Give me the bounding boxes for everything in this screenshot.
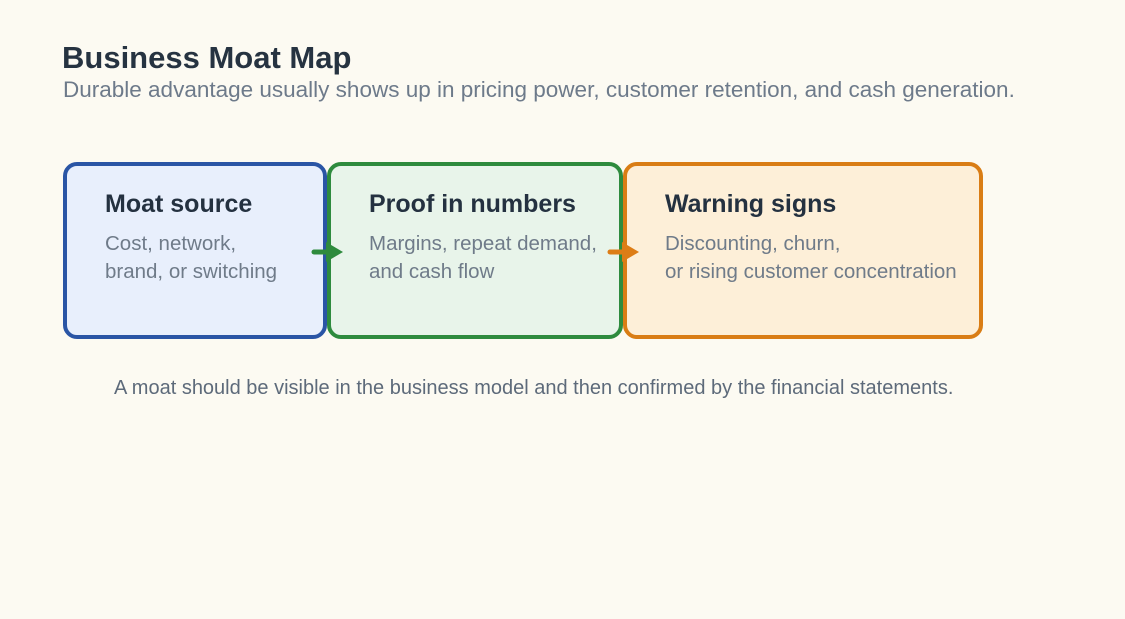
card-moat-source: Moat source Cost, network, brand, or swi… [63, 162, 327, 339]
card-proof-in-numbers-body: Margins, repeat demand, and cash flow [369, 232, 597, 283]
page-subtitle: Durable advantage usually shows up in pr… [63, 77, 1015, 102]
arrow-right-icon [607, 242, 639, 262]
card-warning-signs-title: Warning signs [665, 190, 837, 218]
card-moat-source-body: Cost, network, brand, or switching [105, 232, 278, 283]
page-title: Business Moat Map [62, 40, 352, 75]
footer-note: A moat should be visible in the business… [114, 377, 954, 399]
card-proof-in-numbers-title: Proof in numbers [369, 190, 576, 218]
arrow-right-icon [311, 242, 343, 262]
card-warning-signs-body: Discounting, churn, or rising customer c… [665, 232, 957, 283]
card-warning-signs: Warning signs Discounting, churn, or ris… [623, 162, 983, 339]
card-proof-in-numbers: Proof in numbers Margins, repeat demand,… [327, 162, 623, 339]
card-moat-source-title: Moat source [105, 190, 253, 218]
